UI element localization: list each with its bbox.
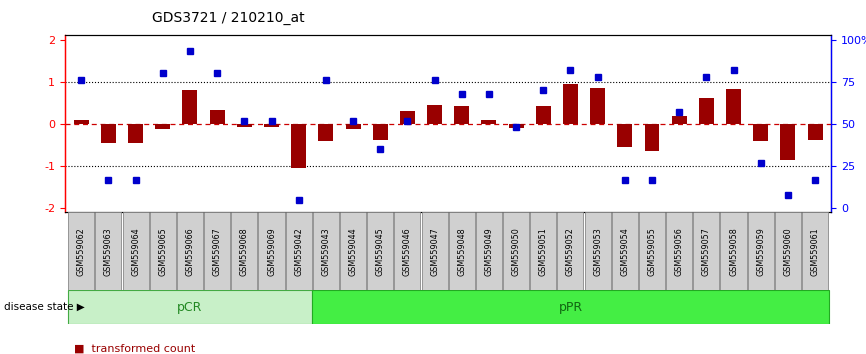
Bar [210, 110, 224, 124]
FancyBboxPatch shape [585, 212, 611, 290]
Text: GSM559057: GSM559057 [701, 227, 711, 276]
Bar [699, 98, 714, 124]
Text: GSM559044: GSM559044 [348, 227, 358, 276]
FancyBboxPatch shape [802, 212, 828, 290]
Bar [236, 124, 252, 127]
Bar [536, 106, 551, 124]
Text: GSM559052: GSM559052 [566, 227, 575, 276]
Text: disease state ▶: disease state ▶ [4, 302, 85, 312]
FancyBboxPatch shape [68, 212, 94, 290]
Bar [808, 124, 823, 140]
FancyBboxPatch shape [721, 212, 746, 290]
Bar [753, 124, 768, 141]
FancyBboxPatch shape [394, 212, 420, 290]
FancyBboxPatch shape [286, 212, 312, 290]
Bar [155, 124, 171, 129]
Text: GDS3721 / 210210_at: GDS3721 / 210210_at [152, 11, 304, 25]
Text: GSM559053: GSM559053 [593, 227, 602, 276]
Text: GSM559051: GSM559051 [539, 227, 548, 276]
FancyBboxPatch shape [639, 212, 665, 290]
FancyBboxPatch shape [123, 212, 149, 290]
Text: pCR: pCR [178, 301, 203, 314]
Bar [590, 88, 605, 124]
Bar [74, 120, 88, 124]
Text: GSM559065: GSM559065 [158, 227, 167, 276]
Text: ■  transformed count: ■ transformed count [74, 344, 195, 354]
Text: GSM559045: GSM559045 [376, 227, 385, 276]
Text: GSM559054: GSM559054 [620, 227, 630, 276]
Bar [644, 124, 660, 151]
Text: GSM559055: GSM559055 [648, 227, 656, 276]
FancyBboxPatch shape [530, 212, 556, 290]
FancyBboxPatch shape [231, 212, 257, 290]
Bar [455, 106, 469, 124]
FancyBboxPatch shape [666, 212, 692, 290]
FancyBboxPatch shape [177, 212, 203, 290]
Bar [427, 105, 442, 124]
Bar [346, 124, 360, 129]
Text: GSM559062: GSM559062 [77, 227, 86, 276]
Text: GSM559069: GSM559069 [267, 227, 276, 276]
Text: GSM559063: GSM559063 [104, 227, 113, 276]
Bar [128, 124, 143, 143]
FancyBboxPatch shape [558, 212, 584, 290]
FancyBboxPatch shape [68, 290, 313, 324]
Text: GSM559061: GSM559061 [811, 227, 819, 276]
FancyBboxPatch shape [694, 212, 720, 290]
Text: GSM559050: GSM559050 [512, 227, 520, 276]
Bar [481, 120, 496, 124]
Bar [319, 124, 333, 141]
Bar [563, 84, 578, 124]
FancyBboxPatch shape [611, 212, 638, 290]
Bar [726, 89, 741, 124]
FancyBboxPatch shape [258, 212, 285, 290]
Text: GSM559059: GSM559059 [756, 227, 766, 276]
Text: pPR: pPR [559, 301, 583, 314]
FancyBboxPatch shape [367, 212, 393, 290]
Bar [508, 124, 524, 128]
Text: GSM559043: GSM559043 [321, 227, 330, 276]
Bar [617, 124, 632, 147]
FancyBboxPatch shape [204, 212, 230, 290]
Text: GSM559058: GSM559058 [729, 227, 738, 276]
FancyBboxPatch shape [150, 212, 176, 290]
FancyBboxPatch shape [775, 212, 801, 290]
FancyBboxPatch shape [503, 212, 529, 290]
FancyBboxPatch shape [340, 212, 366, 290]
Text: GSM559047: GSM559047 [430, 227, 439, 276]
Text: GSM559060: GSM559060 [784, 227, 792, 276]
Text: GSM559068: GSM559068 [240, 227, 249, 276]
FancyBboxPatch shape [313, 290, 829, 324]
FancyBboxPatch shape [313, 212, 339, 290]
FancyBboxPatch shape [422, 212, 448, 290]
FancyBboxPatch shape [747, 212, 773, 290]
Text: GSM559046: GSM559046 [403, 227, 412, 276]
Bar [264, 124, 279, 127]
Bar [672, 116, 687, 124]
Text: GSM559056: GSM559056 [675, 227, 683, 276]
Bar [780, 124, 795, 160]
Text: GSM559066: GSM559066 [185, 227, 195, 276]
Text: GSM559049: GSM559049 [484, 227, 494, 276]
Bar [101, 124, 116, 143]
Text: GSM559067: GSM559067 [213, 227, 222, 276]
Text: GSM559042: GSM559042 [294, 227, 303, 276]
FancyBboxPatch shape [95, 212, 121, 290]
Text: GSM559048: GSM559048 [457, 227, 466, 276]
Bar [183, 90, 197, 124]
FancyBboxPatch shape [449, 212, 475, 290]
FancyBboxPatch shape [476, 212, 502, 290]
Bar [291, 124, 307, 168]
Bar [400, 111, 415, 124]
Bar [372, 124, 388, 140]
Text: GSM559064: GSM559064 [131, 227, 140, 276]
